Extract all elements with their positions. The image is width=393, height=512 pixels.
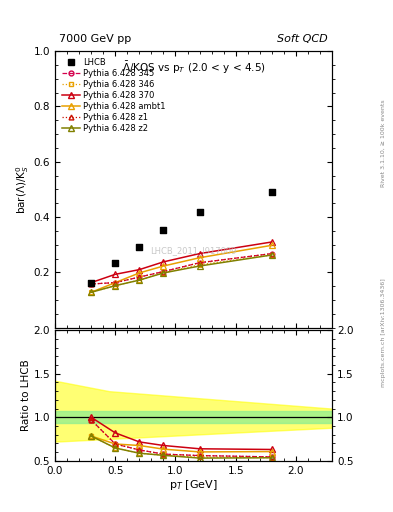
X-axis label: p$_{T}$ [GeV]: p$_{T}$ [GeV] bbox=[169, 478, 218, 493]
Point bbox=[196, 207, 203, 216]
Point bbox=[269, 187, 275, 196]
Text: $\bar{\Lambda}$/KOS vs p$_{T}$ (2.0 < y < 4.5): $\bar{\Lambda}$/KOS vs p$_{T}$ (2.0 < y … bbox=[121, 59, 266, 76]
Point bbox=[136, 243, 143, 251]
Point bbox=[160, 226, 167, 234]
Text: Rivet 3.1.10, ≥ 100k events: Rivet 3.1.10, ≥ 100k events bbox=[381, 99, 386, 187]
Y-axis label: Ratio to LHCB: Ratio to LHCB bbox=[21, 359, 31, 432]
Y-axis label: bar$(\Lambda)$/K$_{S}^{0}$: bar$(\Lambda)$/K$_{S}^{0}$ bbox=[14, 165, 31, 214]
Legend: LHCB, Pythia 6.428 345, Pythia 6.428 346, Pythia 6.428 370, Pythia 6.428 ambt1, : LHCB, Pythia 6.428 345, Pythia 6.428 346… bbox=[59, 55, 168, 136]
Text: LHCB_2011_I917009: LHCB_2011_I917009 bbox=[151, 246, 237, 255]
Point bbox=[88, 279, 94, 287]
Text: mcplots.cern.ch [arXiv:1306.3436]: mcplots.cern.ch [arXiv:1306.3436] bbox=[381, 279, 386, 387]
Text: Soft QCD: Soft QCD bbox=[277, 33, 328, 44]
Text: 7000 GeV pp: 7000 GeV pp bbox=[59, 33, 131, 44]
Point bbox=[112, 259, 118, 267]
